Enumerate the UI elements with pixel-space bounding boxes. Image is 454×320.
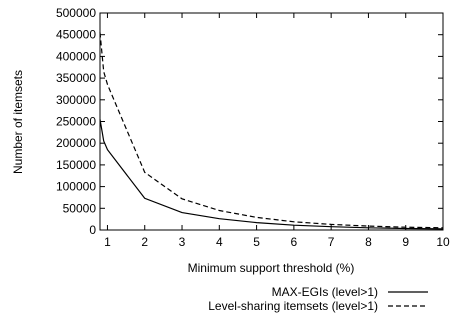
x-tick-label: 2 xyxy=(141,235,148,249)
x-axis-ticks: 1 2 3 4 5 6 7 8 9 10 xyxy=(104,13,450,249)
y-tick-label: 100000 xyxy=(56,180,96,194)
y-tick-label: 350000 xyxy=(56,71,96,85)
legend-label-2: Level-sharing itemsets (level>1) xyxy=(208,299,378,313)
series-line-1 xyxy=(99,119,444,230)
y-tick-label: 0 xyxy=(89,223,96,237)
y-axis-title: Number of itemsets xyxy=(11,70,25,174)
y-tick-label: 300000 xyxy=(56,93,96,107)
x-tick-label: 10 xyxy=(436,235,450,249)
x-axis-title: Minimum support threshold (%) xyxy=(188,261,355,275)
y-tick-label: 400000 xyxy=(56,49,96,63)
y-tick-label: 500000 xyxy=(56,6,96,20)
x-tick-label: 7 xyxy=(328,235,335,249)
y-tick-label: 50000 xyxy=(63,201,97,215)
legend-label-1: MAX-EGIs (level>1) xyxy=(272,285,378,299)
series-layer xyxy=(99,32,444,230)
y-axis-ticks: 0 50000 100000 150000 200000 250000 300000 3500… xyxy=(56,6,443,237)
x-tick-label: 5 xyxy=(253,235,260,249)
x-tick-label: 4 xyxy=(216,235,223,249)
y-tick-label: 250000 xyxy=(56,115,96,129)
y-tick-label: 150000 xyxy=(56,158,96,172)
series-line-2 xyxy=(99,32,444,229)
x-tick-label: 8 xyxy=(365,235,372,249)
y-tick-label: 450000 xyxy=(56,28,96,42)
plot-frame xyxy=(99,12,444,231)
x-tick-label: 3 xyxy=(179,235,186,249)
x-tick-label: 1 xyxy=(104,235,111,249)
y-tick-label: 200000 xyxy=(56,136,96,150)
legend: MAX-EGIs (level>1)Level-sharing itemsets… xyxy=(208,285,428,313)
x-tick-label: 9 xyxy=(402,235,409,249)
x-tick-label: 6 xyxy=(291,235,298,249)
